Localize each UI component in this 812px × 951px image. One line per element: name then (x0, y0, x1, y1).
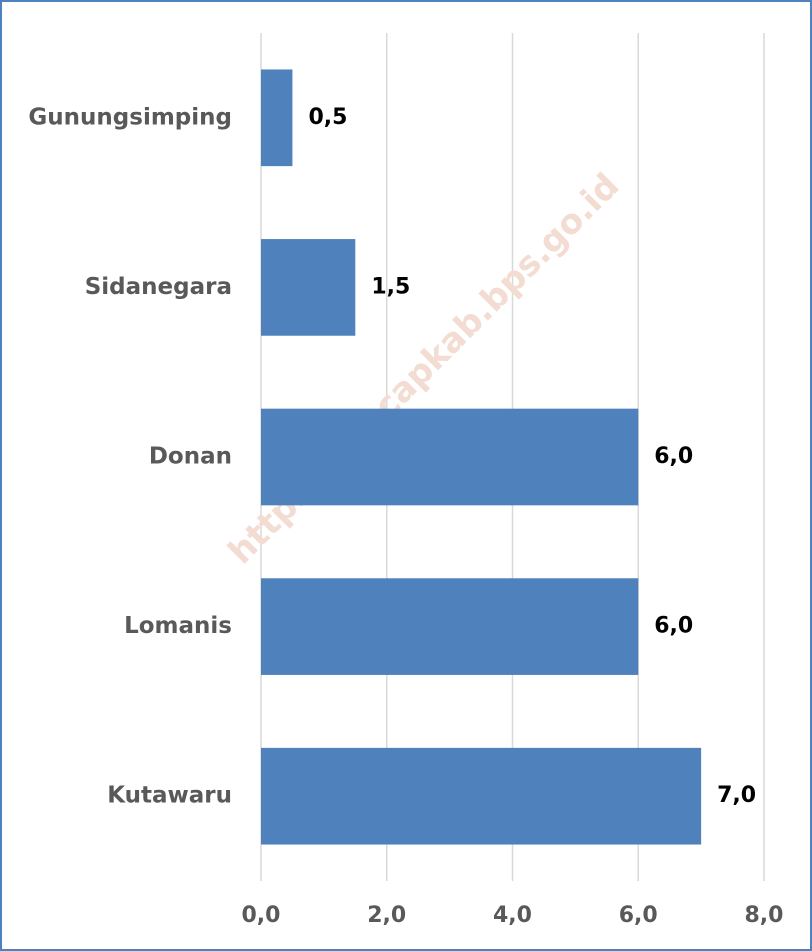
bar (261, 747, 702, 845)
bar (261, 578, 639, 675)
x-tick-label: 6,0 (619, 903, 658, 928)
y-tick-label: Donan (149, 444, 232, 470)
bar (261, 408, 639, 506)
value-label: 0,5 (308, 105, 347, 130)
x-tick-label: 0,0 (242, 903, 281, 928)
value-label: 6,0 (654, 444, 693, 469)
bar (261, 239, 356, 336)
value-label: 1,5 (371, 274, 410, 299)
value-label: 6,0 (654, 614, 693, 639)
bar (261, 69, 293, 167)
y-tick-label: Sidanegara (85, 274, 232, 300)
x-tick-label: 4,0 (493, 903, 532, 928)
x-tick-label: 8,0 (745, 903, 784, 928)
y-tick-label: Kutawaru (107, 783, 232, 809)
value-label: 7,0 (717, 783, 756, 808)
x-tick-label: 2,0 (367, 903, 406, 928)
y-tick-label: Gunungsimping (28, 104, 232, 130)
y-tick-label: Lomanis (124, 613, 232, 639)
